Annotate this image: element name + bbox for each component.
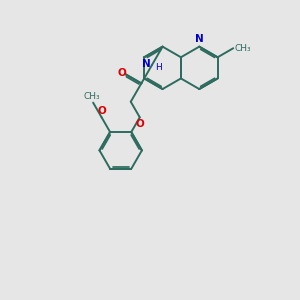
- Text: O: O: [97, 106, 106, 116]
- Text: H: H: [155, 64, 162, 73]
- Text: N: N: [195, 34, 204, 44]
- Text: CH₃: CH₃: [83, 92, 100, 101]
- Text: N: N: [142, 58, 151, 68]
- Text: O: O: [135, 119, 144, 129]
- Text: O: O: [118, 68, 127, 78]
- Text: CH₃: CH₃: [235, 44, 251, 53]
